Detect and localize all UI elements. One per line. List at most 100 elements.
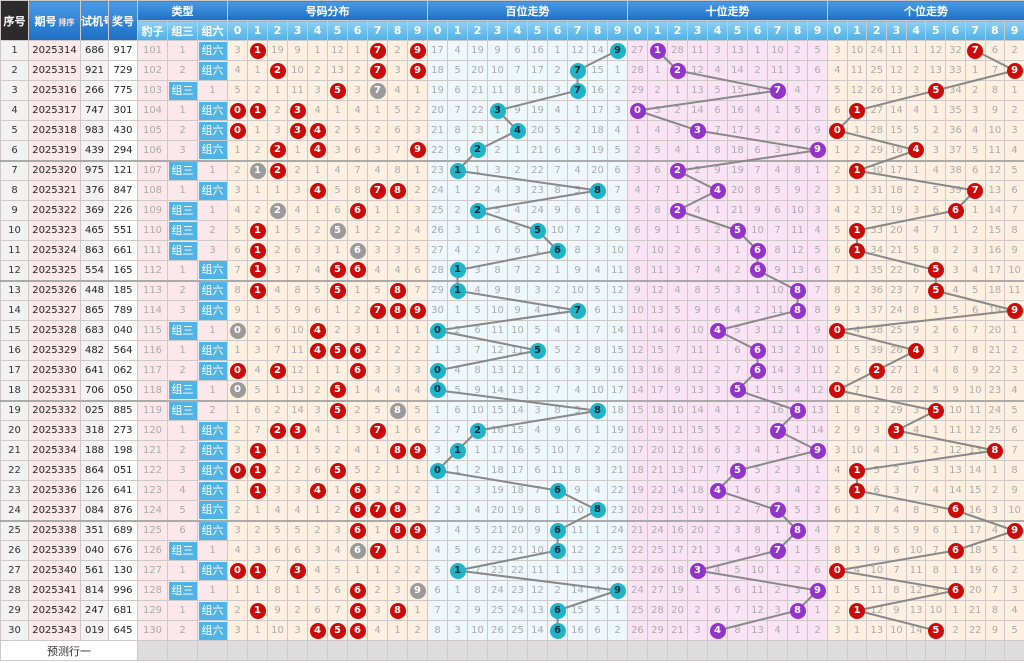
footer-cell[interactable] (767, 640, 789, 661)
footer-cell[interactable] (647, 640, 669, 661)
dist-cell: 19 (267, 40, 289, 61)
tens-cell: 2 (747, 60, 769, 81)
hundreds-cell: 8 (567, 460, 589, 481)
footer-cell[interactable] (487, 640, 509, 661)
footer-cell[interactable] (307, 640, 329, 661)
tens-cell: 1 (667, 220, 689, 241)
hundreds-cell: 7 (567, 300, 589, 321)
hundreds-cell: 5 (447, 60, 469, 81)
tens-cell: 10 (767, 40, 789, 61)
dist-cell: 8 (227, 279, 249, 301)
footer-cell[interactable] (407, 640, 429, 661)
footer-cell[interactable] (447, 640, 469, 661)
footer-cell[interactable] (984, 640, 1006, 661)
hundreds-cell: 20 (487, 500, 509, 521)
row-test-number: 641 (80, 360, 109, 381)
type-label-zu6: 组六 (198, 361, 227, 380)
header-tens-digit-9: 9 (807, 20, 829, 41)
type-cell: 组六 (196, 180, 229, 201)
units-cell: 20 (964, 580, 986, 601)
row-test-number: 983 (80, 120, 109, 141)
hundreds-cell: 8 (587, 500, 609, 521)
footer-cell[interactable] (267, 640, 289, 661)
hundreds-cell: 9 (587, 360, 609, 381)
tens-cell: 4 (707, 60, 729, 81)
footer-cell[interactable] (667, 640, 689, 661)
footer-cell[interactable] (827, 640, 848, 661)
tens-cell: 11 (747, 580, 769, 601)
tens-cell: 1 (667, 80, 689, 101)
units-cell: 2 (925, 440, 947, 461)
hundreds-cell: 7 (567, 60, 589, 81)
footer-cell[interactable] (387, 640, 409, 661)
tens-ball: 9 (809, 582, 826, 599)
footer-cell[interactable] (925, 640, 947, 661)
footer-cell[interactable] (707, 640, 729, 661)
footer-cell[interactable] (1004, 640, 1024, 661)
units-cell: 1 (964, 60, 986, 81)
tens-cell: 11 (767, 300, 789, 321)
header-period-label: 期号 (34, 14, 57, 28)
footer-cell[interactable] (347, 640, 369, 661)
units-cell: 2 (1004, 100, 1024, 121)
dist-cell: 1 (307, 360, 329, 381)
hundreds-cell: 10 (547, 440, 569, 461)
tens-cell: 27 (627, 40, 649, 61)
footer-cell[interactable] (196, 640, 229, 661)
footer-cell[interactable] (945, 640, 966, 661)
footer-cell[interactable] (247, 640, 269, 661)
dist-cell: 8 (387, 180, 409, 201)
footer-cell[interactable] (964, 640, 986, 661)
footer-cell[interactable] (905, 640, 927, 661)
dist-cell: 5 (227, 80, 249, 101)
footer-cell[interactable] (687, 640, 709, 661)
tens-cell: 9 (767, 260, 789, 281)
footer-cell[interactable] (507, 640, 529, 661)
dist-cell: 3 (347, 80, 369, 101)
dist-cell: 7 (367, 300, 389, 321)
footer-cell[interactable] (167, 640, 198, 661)
footer-cell[interactable] (287, 640, 309, 661)
footer-cell[interactable] (367, 640, 389, 661)
footer-cell[interactable] (787, 640, 809, 661)
type-label-zu6: 组六 (198, 101, 227, 120)
dist-cell: 8 (267, 580, 289, 601)
footer-cell[interactable] (627, 640, 649, 661)
footer-cell[interactable] (747, 640, 769, 661)
footer-cell[interactable] (607, 640, 629, 661)
tens-cell: 2 (727, 260, 749, 281)
footer-cell[interactable] (547, 640, 569, 661)
footer-cell[interactable] (567, 640, 589, 661)
footer-cell[interactable] (467, 640, 489, 661)
units-cell: 3 (846, 300, 868, 321)
footer-cell[interactable] (427, 640, 449, 661)
footer-cell[interactable] (327, 640, 349, 661)
units-ball: 0 (829, 382, 846, 399)
footer-cell[interactable] (587, 640, 609, 661)
footer-cell[interactable] (846, 640, 868, 661)
sort-button[interactable]: 排序 (58, 17, 75, 27)
hundreds-cell: 21 (467, 80, 489, 101)
tens-cell: 15 (667, 500, 689, 521)
footer-cell[interactable] (227, 640, 249, 661)
footer-cell[interactable] (527, 640, 549, 661)
header-period[interactable]: 期号 排序 (28, 0, 81, 41)
tens-ball: 7 (769, 422, 786, 439)
hundreds-cell: 6 (547, 540, 569, 561)
footer-cell[interactable] (807, 640, 829, 661)
hundreds-ball: 1 (449, 162, 466, 179)
dist-cell: 6 (347, 519, 369, 541)
dist-cell: 1 (407, 600, 429, 621)
row-period: 2025323 (28, 220, 81, 241)
units-cell: 5 (925, 279, 947, 301)
row-period: 2025319 (28, 140, 81, 161)
units-cell: 17 (984, 260, 1006, 281)
footer-cell[interactable] (727, 640, 749, 661)
dist-cell: 1 (387, 460, 409, 481)
tens-cell: 2 (627, 140, 649, 161)
footer-cell[interactable] (866, 640, 888, 661)
row-period: 2025337 (28, 500, 81, 521)
footer-cell[interactable] (886, 640, 907, 661)
tens-cell: 12 (687, 60, 709, 81)
footer-cell[interactable] (137, 640, 168, 661)
